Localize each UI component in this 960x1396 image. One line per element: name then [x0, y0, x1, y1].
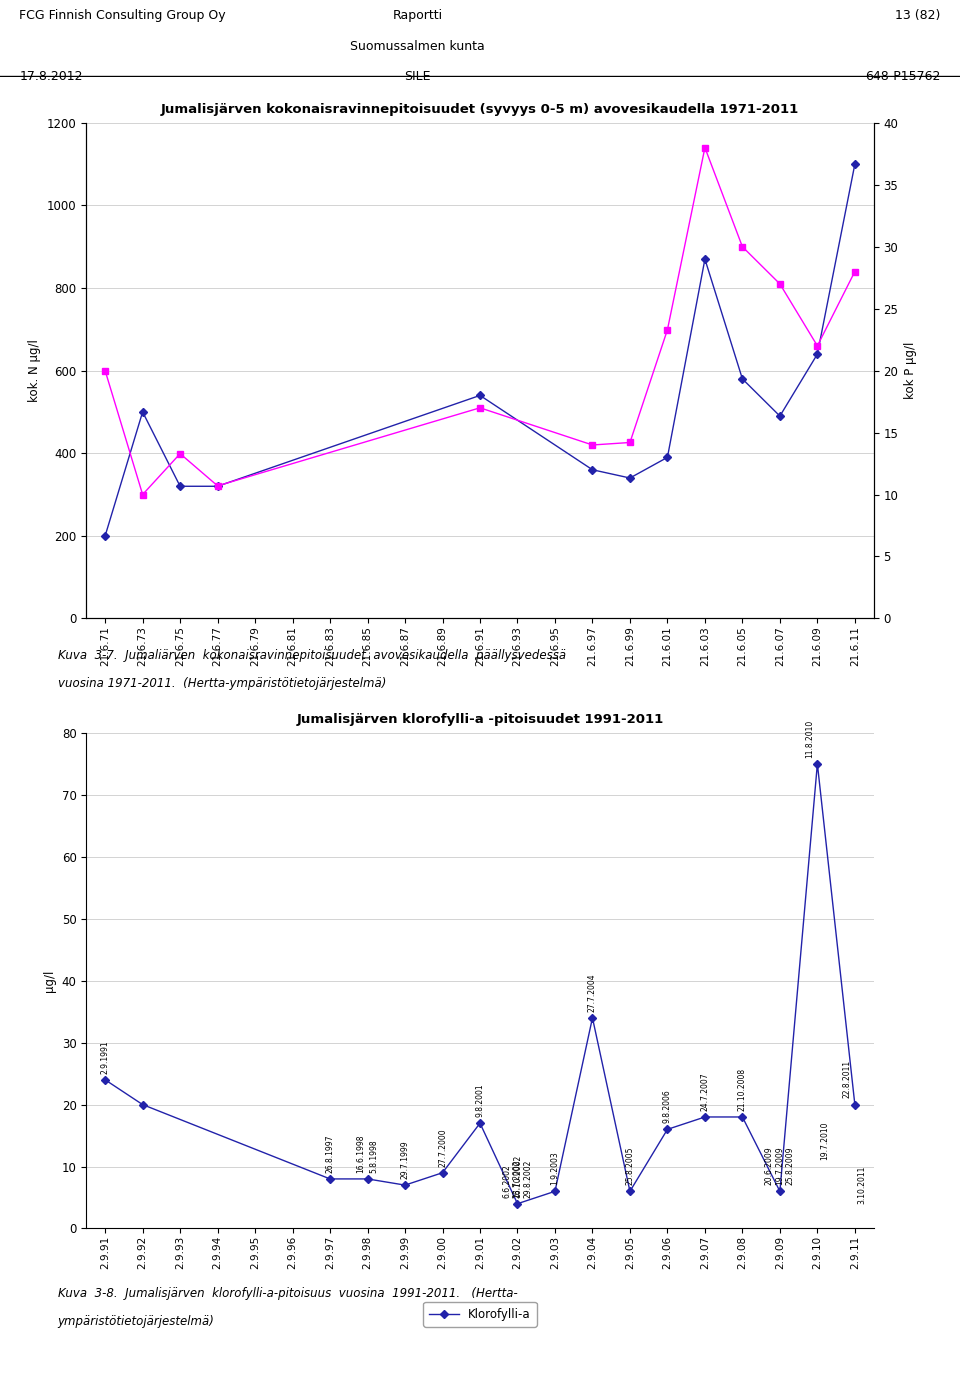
- Text: Raportti: Raportti: [393, 8, 443, 22]
- Text: 17.8.2012: 17.8.2012: [19, 71, 83, 84]
- Text: 16.6.1998: 16.6.1998: [356, 1134, 366, 1173]
- Y-axis label: kok. N µg/l: kok. N µg/l: [29, 339, 41, 402]
- Text: 9.8.2001: 9.8.2001: [475, 1083, 485, 1117]
- Text: 25.8.2005: 25.8.2005: [626, 1146, 635, 1185]
- Text: 21.10.2008: 21.10.2008: [738, 1068, 747, 1111]
- Text: Kuva  3-8.  Jumalisjärven  klorofylli-a-pitoisuus  vuosina  1991-2011.   (Hertta: Kuva 3-8. Jumalisjärven klorofylli-a-pit…: [58, 1287, 517, 1300]
- Text: Suomussalmen kunta: Suomussalmen kunta: [350, 40, 485, 53]
- Text: 11.8.2010: 11.8.2010: [805, 719, 814, 758]
- Text: 5.8.1998: 5.8.1998: [370, 1139, 379, 1173]
- Text: 29.7.1999: 29.7.1999: [400, 1141, 410, 1178]
- Title: Jumalisjärven kokonaisravinnepitoisuudet (syvyys 0-5 m) avovesikaudella 1971-201: Jumalisjärven kokonaisravinnepitoisuudet…: [161, 103, 799, 116]
- Text: 24.7.2007: 24.7.2007: [701, 1072, 709, 1111]
- Text: 27.7.2000: 27.7.2000: [438, 1128, 447, 1167]
- Text: 2.9.1991: 2.9.1991: [101, 1040, 109, 1074]
- Text: 3.10.2011: 3.10.2011: [858, 1166, 867, 1203]
- Text: 29.8.2002: 29.8.2002: [523, 1159, 533, 1198]
- Title: Jumalisjärven klorofylli-a -pitoisuudet 1991-2011: Jumalisjärven klorofylli-a -pitoisuudet …: [297, 713, 663, 726]
- Text: 9.8.2006: 9.8.2006: [663, 1089, 672, 1124]
- Text: 19.7.2010: 19.7.2010: [821, 1122, 829, 1160]
- Text: 22.8.2011: 22.8.2011: [843, 1061, 852, 1099]
- Text: 16.10.2002: 16.10.2002: [513, 1154, 522, 1198]
- Text: 25.8.2009: 25.8.2009: [786, 1146, 795, 1185]
- Text: FCG Finnish Consulting Group Oy: FCG Finnish Consulting Group Oy: [19, 8, 226, 22]
- Text: 13 (82): 13 (82): [896, 8, 941, 22]
- Legend: Klorofylli-a: Klorofylli-a: [423, 1302, 537, 1326]
- Text: 20.6.2009: 20.6.2009: [765, 1146, 774, 1185]
- Text: 26.8.1997: 26.8.1997: [325, 1134, 334, 1173]
- Text: 6.6.2002: 6.6.2002: [502, 1164, 512, 1198]
- Text: 27.7.2004: 27.7.2004: [588, 973, 597, 1012]
- Legend: Kokonaistyppi, Kokonaisfosfori: Kokonaistyppi, Kokonaisfosfori: [342, 747, 618, 771]
- Text: ympäristötietojärjestelmä): ympäristötietojärjestelmä): [58, 1315, 214, 1328]
- Y-axis label: kok P µg/l: kok P µg/l: [903, 342, 917, 399]
- Text: 19.7.2009: 19.7.2009: [776, 1146, 784, 1185]
- Text: vuosina 1971-2011.  (Hertta-ympäristötietojärjestelmä): vuosina 1971-2011. (Hertta-ympäristötiet…: [58, 677, 386, 690]
- Text: Kuva  3-7.  Jumaliärven  kokonaisravinnepitoisuudet  avovesikaudella  päällysved: Kuva 3-7. Jumaliärven kokonaisravinnepit…: [58, 649, 565, 662]
- Text: 648-P15762: 648-P15762: [865, 71, 941, 84]
- Text: SILE: SILE: [404, 71, 431, 84]
- Text: 23.7.2002: 23.7.2002: [513, 1159, 522, 1198]
- Y-axis label: µg/l: µg/l: [43, 969, 57, 993]
- Text: 1.9.2003: 1.9.2003: [550, 1152, 560, 1185]
